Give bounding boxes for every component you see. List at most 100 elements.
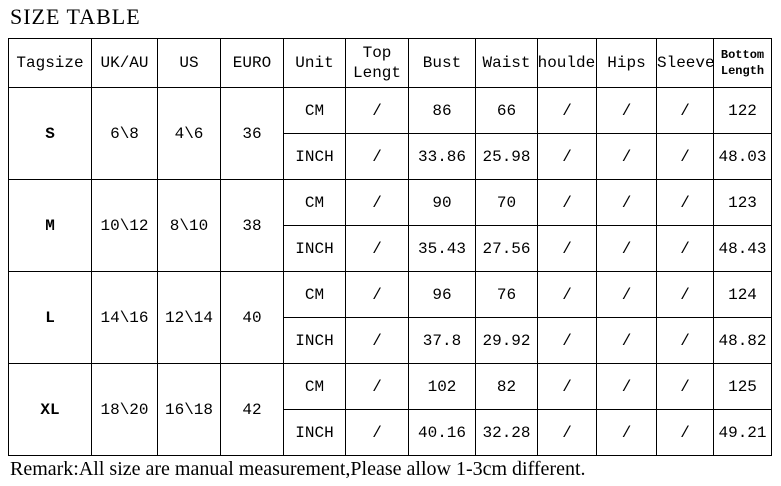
- measure-cell: /: [345, 363, 409, 410]
- header-cell: EURO: [220, 38, 284, 88]
- measure-cell: 125: [713, 363, 772, 410]
- header-row: Tagsize UK/AU US EURO Unit Top Lengt Bust Waist…: [8, 38, 772, 88]
- measure-cell: 66: [475, 87, 538, 134]
- header-cell: Sleeve: [656, 38, 714, 88]
- measure-cell: CM: [283, 271, 346, 318]
- measure-cell: 48.43: [713, 225, 772, 272]
- measure-cell: /: [345, 271, 409, 318]
- header-cell: Waist: [475, 38, 538, 88]
- table-row: L 14\16 12\14 40 CM/96 76///124: [8, 271, 772, 364]
- measure-cell: /: [596, 179, 657, 226]
- measure-cell: 35.43: [408, 225, 476, 272]
- header-cell: US: [157, 38, 221, 88]
- measure-cell: /: [345, 317, 409, 364]
- measure-cell: 48.03: [713, 133, 772, 180]
- measure-cell: CM: [283, 179, 346, 226]
- table-row: INCH/33.86 25.98///48.03: [9, 133, 772, 180]
- size-cell: S: [8, 87, 92, 180]
- header-cell: Top Lengt: [345, 38, 409, 88]
- measure-cell: /: [345, 87, 409, 134]
- measure-cell: /: [345, 179, 409, 226]
- header-cell: Bust: [408, 38, 476, 88]
- size-cell: 6\8: [91, 87, 158, 180]
- size-cell: 36: [220, 87, 284, 180]
- measure-cell: /: [656, 271, 714, 318]
- measure-cell: 25.98: [475, 133, 538, 180]
- size-cell: 40: [220, 271, 284, 364]
- measure-cell: CM: [283, 363, 346, 410]
- measure-cell: 122: [713, 87, 772, 134]
- size-cell: 10\12: [91, 179, 158, 272]
- measure-cell: 37.8: [408, 317, 476, 364]
- measure-cell: /: [656, 133, 714, 180]
- measure-cell: /: [656, 317, 714, 364]
- size-cell: 38: [220, 179, 284, 272]
- measure-cell: 33.86: [408, 133, 476, 180]
- measure-cell: 90: [408, 179, 476, 226]
- size-cell: XL: [8, 363, 92, 456]
- measure-cell: /: [537, 363, 597, 410]
- header-cell: Unit: [283, 38, 346, 88]
- measure-cell: INCH: [283, 133, 346, 180]
- measure-cell: 32.28: [475, 409, 538, 456]
- size-cell: 42: [220, 363, 284, 456]
- table-row: INCH/37.8 29.92///48.82: [9, 317, 772, 364]
- measure-cell: INCH: [283, 317, 346, 364]
- measure-cell: /: [537, 317, 597, 364]
- measure-cell: 27.56: [475, 225, 538, 272]
- measure-cell: /: [596, 87, 657, 134]
- table-body: S 6\8 4\6 36 CM/86 66///122 INCH/33.86 25.98// /…: [8, 87, 772, 456]
- measure-cell: /: [537, 179, 597, 226]
- measure-cell: /: [537, 133, 597, 180]
- header-cell: Shoulder: [537, 38, 597, 88]
- header-cell: Hips: [596, 38, 657, 88]
- measure-cell: 86: [408, 87, 476, 134]
- measure-cell: /: [656, 409, 714, 456]
- table-row: M 10\12 8\10 38 CM/90 70///123: [8, 179, 772, 272]
- measure-cell: INCH: [283, 225, 346, 272]
- table-row: INCH/40.16 32.28///49.21: [9, 409, 772, 456]
- header-cell: UK/AU: [91, 38, 158, 88]
- measure-cell: /: [596, 317, 657, 364]
- measure-cell: 70: [475, 179, 538, 226]
- measure-cell: /: [656, 363, 714, 410]
- measure-cell: /: [537, 225, 597, 272]
- measure-cell: /: [596, 271, 657, 318]
- header-cell: Bottom Length: [713, 38, 772, 88]
- measure-cell: /: [345, 225, 409, 272]
- measure-cell: CM: [283, 87, 346, 134]
- measure-cell: /: [345, 409, 409, 456]
- measure-cell: 123: [713, 179, 772, 226]
- measure-cell: /: [656, 225, 714, 272]
- measure-cell: /: [537, 87, 597, 134]
- measure-cell: /: [596, 225, 657, 272]
- measure-cell: /: [537, 409, 597, 456]
- table-row: S 6\8 4\6 36 CM/86 66///122: [8, 87, 772, 180]
- measure-cell: /: [596, 363, 657, 410]
- size-cell: L: [8, 271, 92, 364]
- measure-cell: INCH: [283, 409, 346, 456]
- measure-cell: /: [345, 133, 409, 180]
- measure-cell: 29.92: [475, 317, 538, 364]
- measure-cell: 76: [475, 271, 538, 318]
- size-cell: 16\18: [157, 363, 221, 456]
- size-cell: 4\6: [157, 87, 221, 180]
- size-cell: M: [8, 179, 92, 272]
- header-cell: Tagsize: [8, 38, 92, 88]
- size-cell: 12\14: [157, 271, 221, 364]
- measure-cell: /: [656, 87, 714, 134]
- table-row: XL 18\20 16\18 42 CM/102 82///125: [8, 363, 772, 456]
- measure-cell: 48.82: [713, 317, 772, 364]
- measure-cell: 49.21: [713, 409, 772, 456]
- size-cell: 18\20: [91, 363, 158, 456]
- measure-cell: /: [537, 271, 597, 318]
- measure-cell: 102: [408, 363, 476, 410]
- title: SIZE TABLE: [10, 4, 141, 29]
- measure-cell: /: [596, 133, 657, 180]
- measure-cell: 82: [475, 363, 538, 410]
- remark: Remark:All size are manual measurement,P…: [10, 458, 586, 480]
- measure-cell: 96: [408, 271, 476, 318]
- measure-cell: /: [656, 179, 714, 226]
- measure-cell: /: [596, 409, 657, 456]
